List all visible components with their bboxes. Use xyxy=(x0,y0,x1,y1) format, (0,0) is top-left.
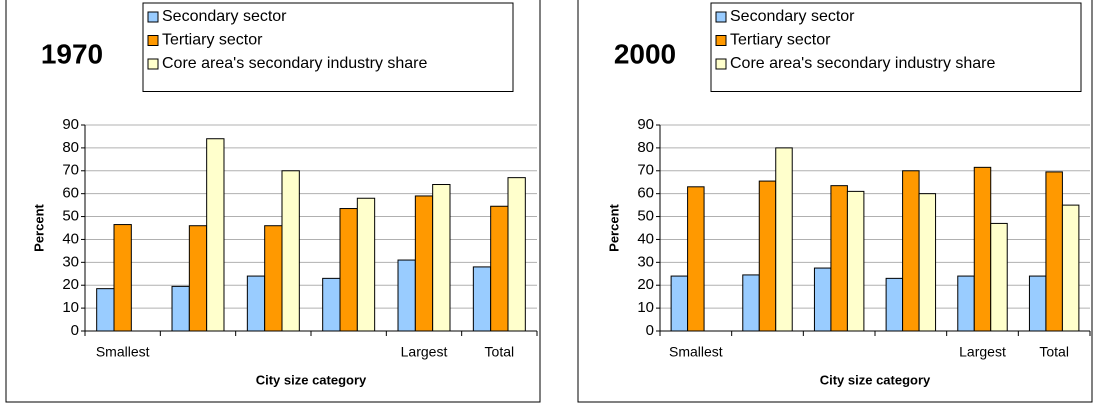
x-tick-label: Largest xyxy=(401,344,448,360)
x-tick-label: Smallest xyxy=(96,344,150,360)
bar xyxy=(356,197,376,332)
bar xyxy=(758,180,777,332)
y-tick-label: 20 xyxy=(637,276,654,293)
bar xyxy=(973,166,992,332)
bar xyxy=(246,275,266,332)
chart: 2000 0 10 20 30 40 50 60 70 80 90 Smallest Largest To… xyxy=(577,0,1093,403)
legend-swatch xyxy=(147,58,159,70)
y-tick-label: 30 xyxy=(62,253,79,270)
y-tick-label: 80 xyxy=(637,139,654,156)
bar xyxy=(846,190,865,332)
legend-label: Tertiary sector xyxy=(730,32,831,49)
legend-swatch xyxy=(715,35,727,46)
y-tick-label: 0 xyxy=(71,322,79,339)
bar xyxy=(322,277,341,332)
legend-swatch xyxy=(147,35,159,46)
x-axis-title: City size category xyxy=(256,372,367,387)
bar xyxy=(432,184,451,332)
y-tick-label: 10 xyxy=(637,299,654,316)
bar xyxy=(206,138,225,332)
y-tick-label: 90 xyxy=(62,116,79,133)
legend-label: Core area's secondary industry share xyxy=(162,55,428,72)
y-axis-title: Percent xyxy=(606,203,621,251)
x-tick-label: Smallest xyxy=(669,344,723,360)
bar xyxy=(171,285,190,332)
y-tick-label: 40 xyxy=(62,230,79,247)
bar xyxy=(1045,171,1063,332)
y-tick-label: 10 xyxy=(62,299,79,316)
legend-label: Secondary sector xyxy=(162,8,287,25)
bar xyxy=(775,147,793,332)
y-tick-label: 90 xyxy=(637,116,654,133)
bar xyxy=(188,225,208,332)
bar xyxy=(687,186,705,332)
y-tick-label: 60 xyxy=(637,185,654,202)
bar xyxy=(957,275,975,332)
bar xyxy=(830,185,848,332)
y-tick-label: 60 xyxy=(62,185,79,202)
y-tick-label: 50 xyxy=(637,208,654,225)
legend-swatch xyxy=(715,11,727,23)
x-tick-label: Largest xyxy=(959,344,1006,360)
chart: 1970 0 10 20 30 40 50 60 70 80 90 Smallest Largest To… xyxy=(5,0,541,403)
bar xyxy=(113,224,132,332)
y-tick-label: 50 xyxy=(62,208,79,225)
y-tick-label: 70 xyxy=(637,162,654,179)
bar xyxy=(96,288,115,332)
legend-label: Tertiary sector xyxy=(162,32,263,49)
y-axis-title: Percent xyxy=(31,203,46,251)
bar xyxy=(885,277,904,332)
bar xyxy=(902,170,920,332)
legend-swatch xyxy=(147,11,159,23)
legend-label: Secondary sector xyxy=(730,8,855,25)
y-tick-label: 30 xyxy=(637,253,654,270)
x-axis-title: City size category xyxy=(820,372,931,387)
y-tick-label: 40 xyxy=(637,230,654,247)
chart-title: 2000 xyxy=(614,38,676,69)
legend-box xyxy=(142,2,514,92)
legend-box xyxy=(710,2,1082,92)
bar xyxy=(264,225,283,332)
x-tick-label: Total xyxy=(485,344,515,360)
bar xyxy=(472,266,492,332)
bar xyxy=(397,259,416,332)
bar xyxy=(990,222,1008,332)
bar xyxy=(742,274,760,332)
bar xyxy=(414,195,434,332)
bar xyxy=(490,205,509,332)
bar xyxy=(1061,204,1080,332)
chart-title: 1970 xyxy=(41,38,103,69)
x-tick-label: Total xyxy=(1039,344,1069,360)
bar xyxy=(1028,275,1047,332)
y-tick-label: 20 xyxy=(62,276,79,293)
bar xyxy=(918,193,937,332)
legend-label: Core area's secondary industry share xyxy=(730,55,996,72)
bar xyxy=(813,267,832,332)
legend-swatch xyxy=(715,58,727,70)
y-tick-label: 80 xyxy=(62,139,79,156)
y-tick-label: 0 xyxy=(646,322,654,339)
bar xyxy=(281,170,300,332)
bar xyxy=(339,208,358,332)
bar xyxy=(507,177,526,332)
y-tick-label: 70 xyxy=(62,162,79,179)
bar xyxy=(670,275,689,332)
